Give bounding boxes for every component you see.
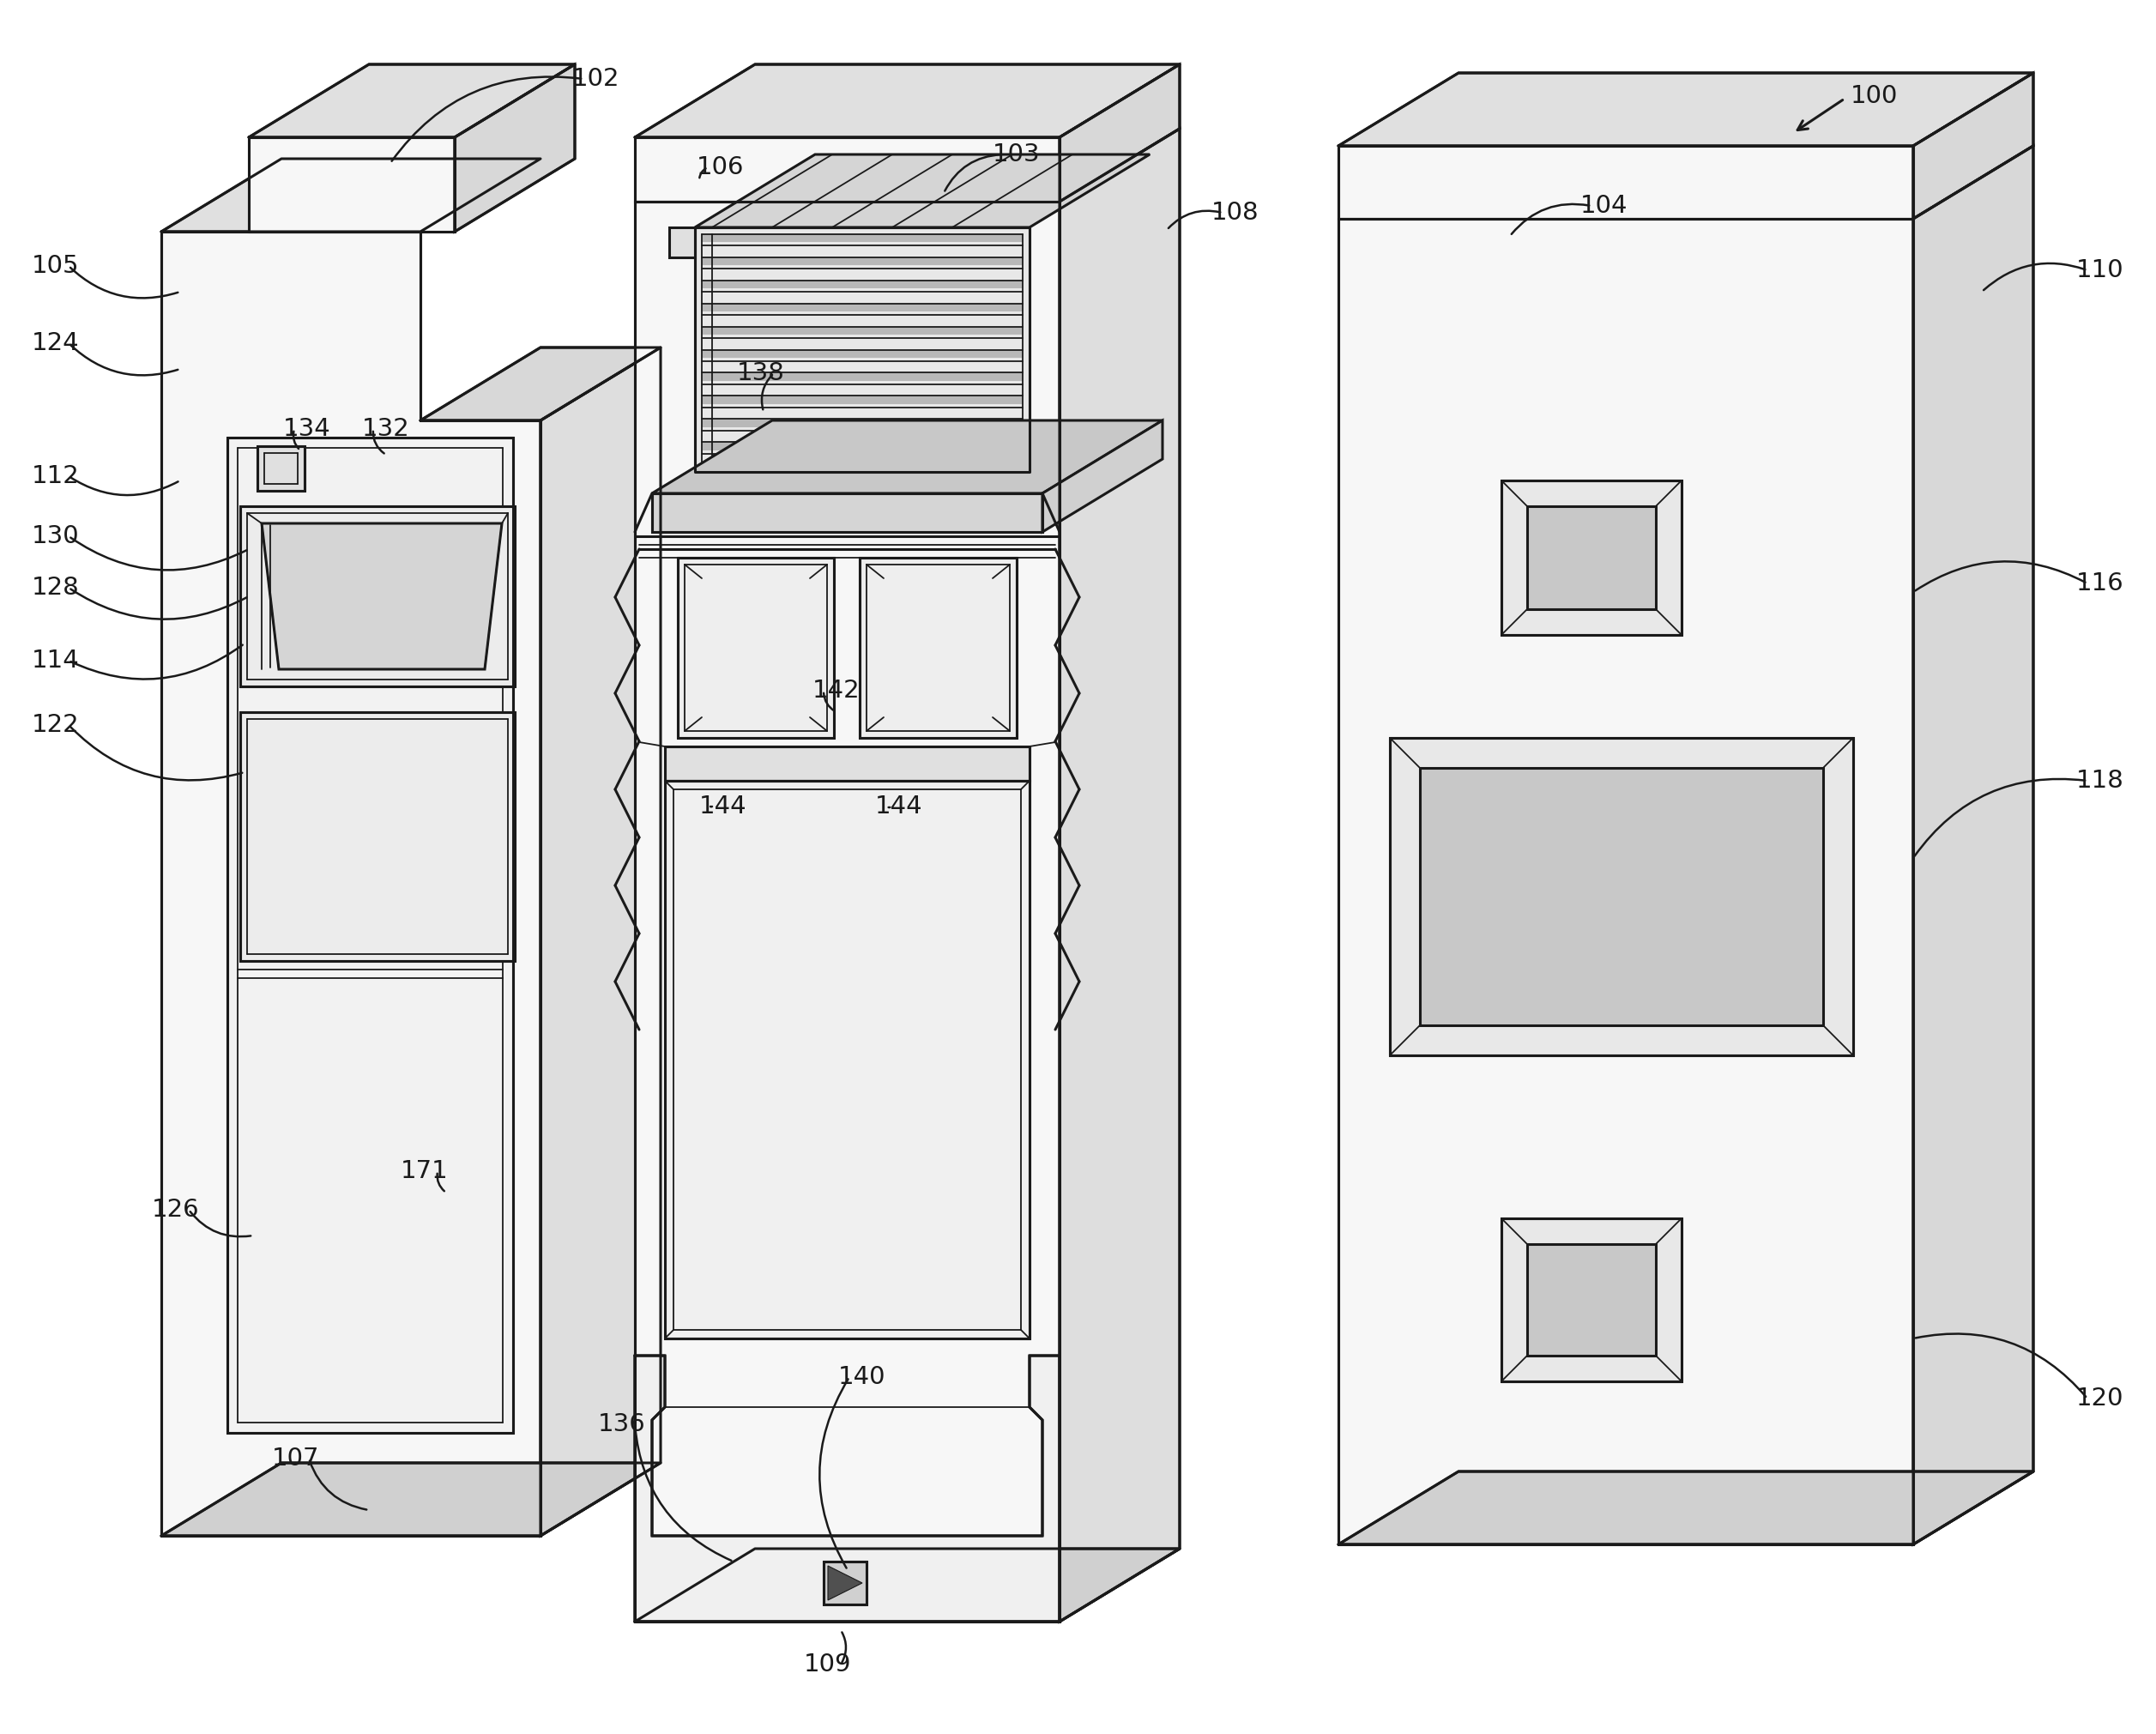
Text: 124: 124 <box>32 331 80 355</box>
Polygon shape <box>541 347 660 1536</box>
Polygon shape <box>634 1548 1179 1621</box>
Text: 140: 140 <box>839 1365 886 1389</box>
Polygon shape <box>703 373 1022 381</box>
Polygon shape <box>162 1463 660 1536</box>
Polygon shape <box>1339 146 1912 218</box>
Polygon shape <box>1339 1472 2033 1545</box>
Polygon shape <box>261 524 502 669</box>
Text: 134: 134 <box>282 416 332 440</box>
Text: 102: 102 <box>573 68 621 90</box>
Polygon shape <box>239 506 515 687</box>
Polygon shape <box>239 713 515 961</box>
Polygon shape <box>694 227 1031 472</box>
Polygon shape <box>824 1562 867 1604</box>
Polygon shape <box>634 201 1059 1621</box>
Text: 109: 109 <box>804 1653 852 1677</box>
Polygon shape <box>1421 768 1824 1025</box>
Polygon shape <box>703 234 1022 243</box>
Text: 108: 108 <box>1212 201 1259 225</box>
Polygon shape <box>668 227 694 257</box>
Text: 118: 118 <box>2076 768 2124 792</box>
Text: 142: 142 <box>813 678 860 702</box>
Polygon shape <box>651 420 1162 494</box>
Polygon shape <box>860 558 1018 739</box>
Polygon shape <box>651 494 1041 532</box>
Polygon shape <box>703 281 1022 288</box>
Text: 138: 138 <box>737 361 785 385</box>
Text: 106: 106 <box>696 156 744 179</box>
Polygon shape <box>1391 739 1854 1056</box>
Polygon shape <box>703 420 1022 427</box>
Polygon shape <box>703 395 1022 404</box>
Text: 128: 128 <box>32 576 80 600</box>
Polygon shape <box>1912 146 2033 1545</box>
Polygon shape <box>828 1566 862 1600</box>
Polygon shape <box>1526 506 1656 609</box>
Text: 116: 116 <box>2076 572 2124 595</box>
Text: 110: 110 <box>2076 258 2124 283</box>
Text: 107: 107 <box>272 1446 319 1470</box>
Text: 114: 114 <box>32 649 80 673</box>
Text: 136: 136 <box>597 1411 647 1436</box>
Polygon shape <box>1501 1219 1682 1382</box>
Text: 126: 126 <box>153 1198 201 1222</box>
Text: 144: 144 <box>875 794 923 818</box>
Polygon shape <box>703 303 1022 312</box>
Polygon shape <box>703 350 1022 357</box>
Text: 100: 100 <box>1850 83 1897 108</box>
Polygon shape <box>1526 1243 1656 1356</box>
Polygon shape <box>257 446 304 491</box>
Polygon shape <box>162 160 541 232</box>
Text: 144: 144 <box>699 794 748 818</box>
Polygon shape <box>677 558 834 739</box>
Polygon shape <box>634 137 1059 201</box>
Polygon shape <box>694 154 1149 227</box>
Polygon shape <box>664 746 1031 780</box>
Polygon shape <box>703 442 1022 451</box>
Polygon shape <box>664 780 1031 1339</box>
Text: 171: 171 <box>401 1158 448 1183</box>
Polygon shape <box>248 137 455 232</box>
Text: 122: 122 <box>32 713 80 737</box>
Polygon shape <box>248 64 576 137</box>
Polygon shape <box>1501 480 1682 635</box>
Polygon shape <box>420 347 660 420</box>
Polygon shape <box>455 64 576 232</box>
Text: 120: 120 <box>2076 1387 2124 1410</box>
Polygon shape <box>1059 64 1179 201</box>
Polygon shape <box>1339 73 2033 146</box>
Polygon shape <box>1041 420 1162 532</box>
Polygon shape <box>1059 128 1179 1621</box>
Polygon shape <box>1339 218 1912 1545</box>
Text: 104: 104 <box>1580 194 1628 218</box>
Text: 103: 103 <box>992 142 1041 166</box>
Polygon shape <box>162 232 541 1536</box>
Polygon shape <box>634 64 1179 137</box>
Polygon shape <box>1912 73 2033 218</box>
Polygon shape <box>703 257 1022 265</box>
Text: 112: 112 <box>32 465 80 489</box>
Polygon shape <box>703 326 1022 335</box>
Polygon shape <box>226 437 513 1432</box>
Text: 105: 105 <box>32 253 80 277</box>
Polygon shape <box>634 1356 1059 1621</box>
Text: 132: 132 <box>362 416 410 440</box>
Text: 130: 130 <box>32 524 80 548</box>
